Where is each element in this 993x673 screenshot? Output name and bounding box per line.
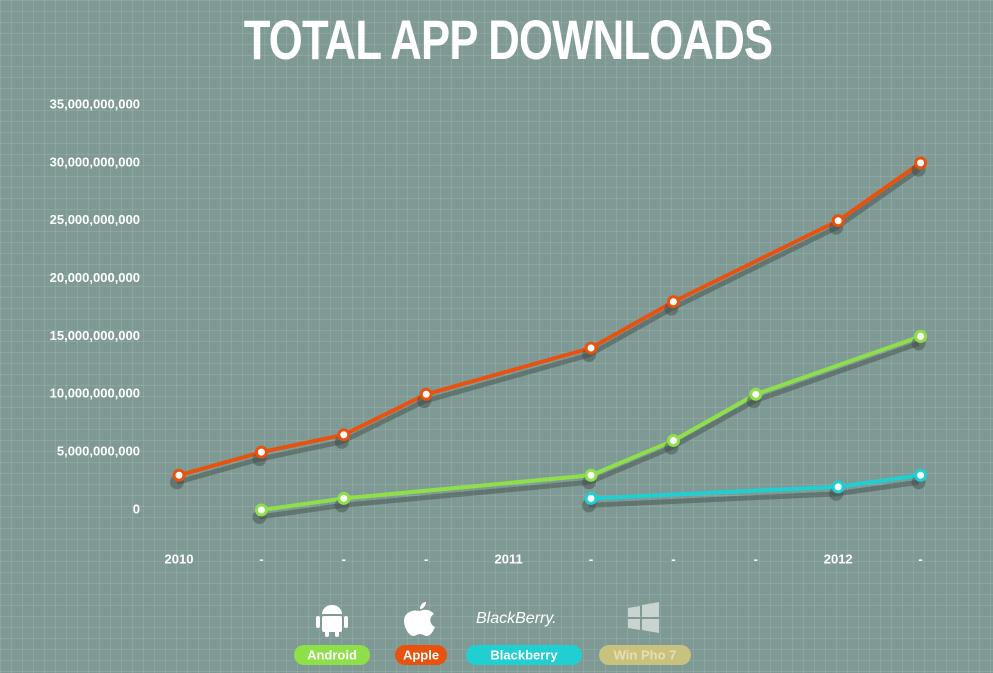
legend-item [466, 645, 582, 665]
x-tick-label: - [918, 551, 922, 566]
marker [831, 480, 845, 494]
y-tick-label: 25,000,000,000 [50, 212, 140, 227]
marker [584, 341, 598, 355]
y-tick-label: 30,000,000,000 [50, 154, 140, 169]
x-tick-label: 2012 [824, 551, 853, 566]
marker [749, 387, 763, 401]
y-tick-label: 0 [133, 501, 140, 516]
legend-item [395, 645, 447, 665]
marker [254, 503, 268, 517]
marker [666, 434, 680, 448]
legend-item [294, 645, 370, 665]
marker [914, 156, 928, 170]
marker [337, 491, 351, 505]
series-line [261, 334, 922, 512]
marker [914, 329, 928, 343]
line-shadow [259, 341, 920, 520]
marker [419, 387, 433, 401]
apple-icon [404, 602, 435, 636]
marker [666, 295, 680, 309]
chart-title: TOTAL APP DOWNLOADS [244, 9, 773, 71]
line-shadow [176, 167, 921, 485]
blackberry-logo: BlackBerry. [476, 610, 557, 627]
x-tick-label: - [671, 551, 675, 566]
marker [254, 445, 268, 459]
x-tick-label: - [424, 551, 428, 566]
legend-label: Android [307, 647, 357, 662]
marker [584, 491, 598, 505]
y-tick-label: 15,000,000,000 [50, 328, 140, 343]
line-shadow [588, 479, 919, 508]
y-tick-label: 35,000,000,000 [50, 96, 140, 111]
marker [584, 468, 598, 482]
y-tick-label: 10,000,000,000 [50, 386, 140, 401]
x-tick-label: - [342, 551, 346, 566]
marker [337, 428, 351, 442]
x-tick-label: - [589, 551, 593, 566]
x-tick-label: - [754, 551, 758, 566]
x-tick-label: 2011 [494, 551, 522, 566]
x-tick-label: - [259, 551, 263, 566]
marker [914, 468, 928, 482]
android-icon [316, 605, 348, 637]
legend-label: Blackberry [490, 647, 558, 662]
legend-label: Apple [403, 647, 439, 662]
y-tick-label: 20,000,000,000 [50, 270, 140, 285]
y-tick-label: 5,000,000,000 [57, 444, 140, 459]
marker [172, 468, 186, 482]
windows-icon [628, 602, 659, 633]
legend-item [599, 645, 691, 665]
series-line [178, 161, 922, 478]
legend-label: Win Pho 7 [614, 647, 677, 662]
marker [831, 214, 845, 228]
x-tick-label: 2010 [165, 551, 194, 566]
